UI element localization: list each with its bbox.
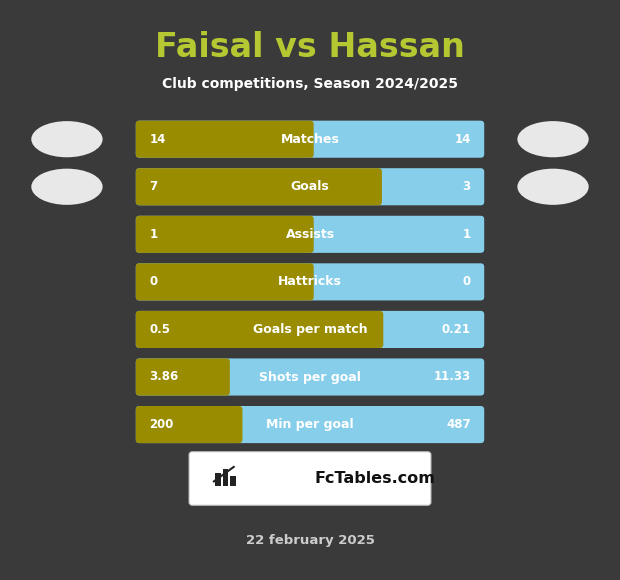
Text: Assists: Assists (285, 228, 335, 241)
Text: Matches: Matches (281, 133, 339, 146)
Text: Shots per goal: Shots per goal (259, 371, 361, 383)
Text: 0: 0 (149, 276, 157, 288)
Ellipse shape (517, 169, 588, 205)
Text: Goals: Goals (291, 180, 329, 193)
Text: 487: 487 (446, 418, 471, 431)
FancyBboxPatch shape (136, 358, 230, 396)
FancyBboxPatch shape (136, 168, 484, 205)
Text: 200: 200 (149, 418, 174, 431)
Text: 22 february 2025: 22 february 2025 (246, 534, 374, 547)
Text: Club competitions, Season 2024/2025: Club competitions, Season 2024/2025 (162, 77, 458, 91)
Ellipse shape (31, 121, 103, 157)
Text: Faisal vs Hassan: Faisal vs Hassan (155, 31, 465, 64)
FancyBboxPatch shape (136, 263, 314, 300)
FancyBboxPatch shape (136, 121, 314, 158)
Text: Min per goal: Min per goal (266, 418, 354, 431)
Text: 1: 1 (149, 228, 157, 241)
FancyBboxPatch shape (136, 121, 484, 158)
Text: 3: 3 (463, 180, 471, 193)
Text: FcTables.com: FcTables.com (315, 471, 436, 486)
Text: 11.33: 11.33 (433, 371, 471, 383)
FancyBboxPatch shape (136, 358, 484, 396)
Ellipse shape (517, 121, 588, 157)
Ellipse shape (31, 169, 103, 205)
Text: 0: 0 (463, 276, 471, 288)
Text: Hattricks: Hattricks (278, 276, 342, 288)
Text: Goals per match: Goals per match (253, 323, 367, 336)
FancyBboxPatch shape (136, 406, 242, 443)
Text: 14: 14 (149, 133, 166, 146)
FancyBboxPatch shape (136, 311, 484, 348)
FancyBboxPatch shape (136, 216, 484, 253)
FancyBboxPatch shape (215, 473, 221, 486)
Text: 3.86: 3.86 (149, 371, 179, 383)
FancyBboxPatch shape (136, 216, 314, 253)
FancyBboxPatch shape (136, 263, 484, 300)
Text: 14: 14 (454, 133, 471, 146)
FancyBboxPatch shape (230, 476, 236, 486)
FancyBboxPatch shape (136, 311, 383, 348)
Text: 7: 7 (149, 180, 157, 193)
Text: 0.21: 0.21 (441, 323, 471, 336)
FancyBboxPatch shape (189, 452, 431, 505)
Text: 1: 1 (463, 228, 471, 241)
Text: 0.5: 0.5 (149, 323, 170, 336)
FancyBboxPatch shape (136, 168, 382, 205)
FancyBboxPatch shape (223, 469, 228, 486)
FancyBboxPatch shape (136, 406, 484, 443)
